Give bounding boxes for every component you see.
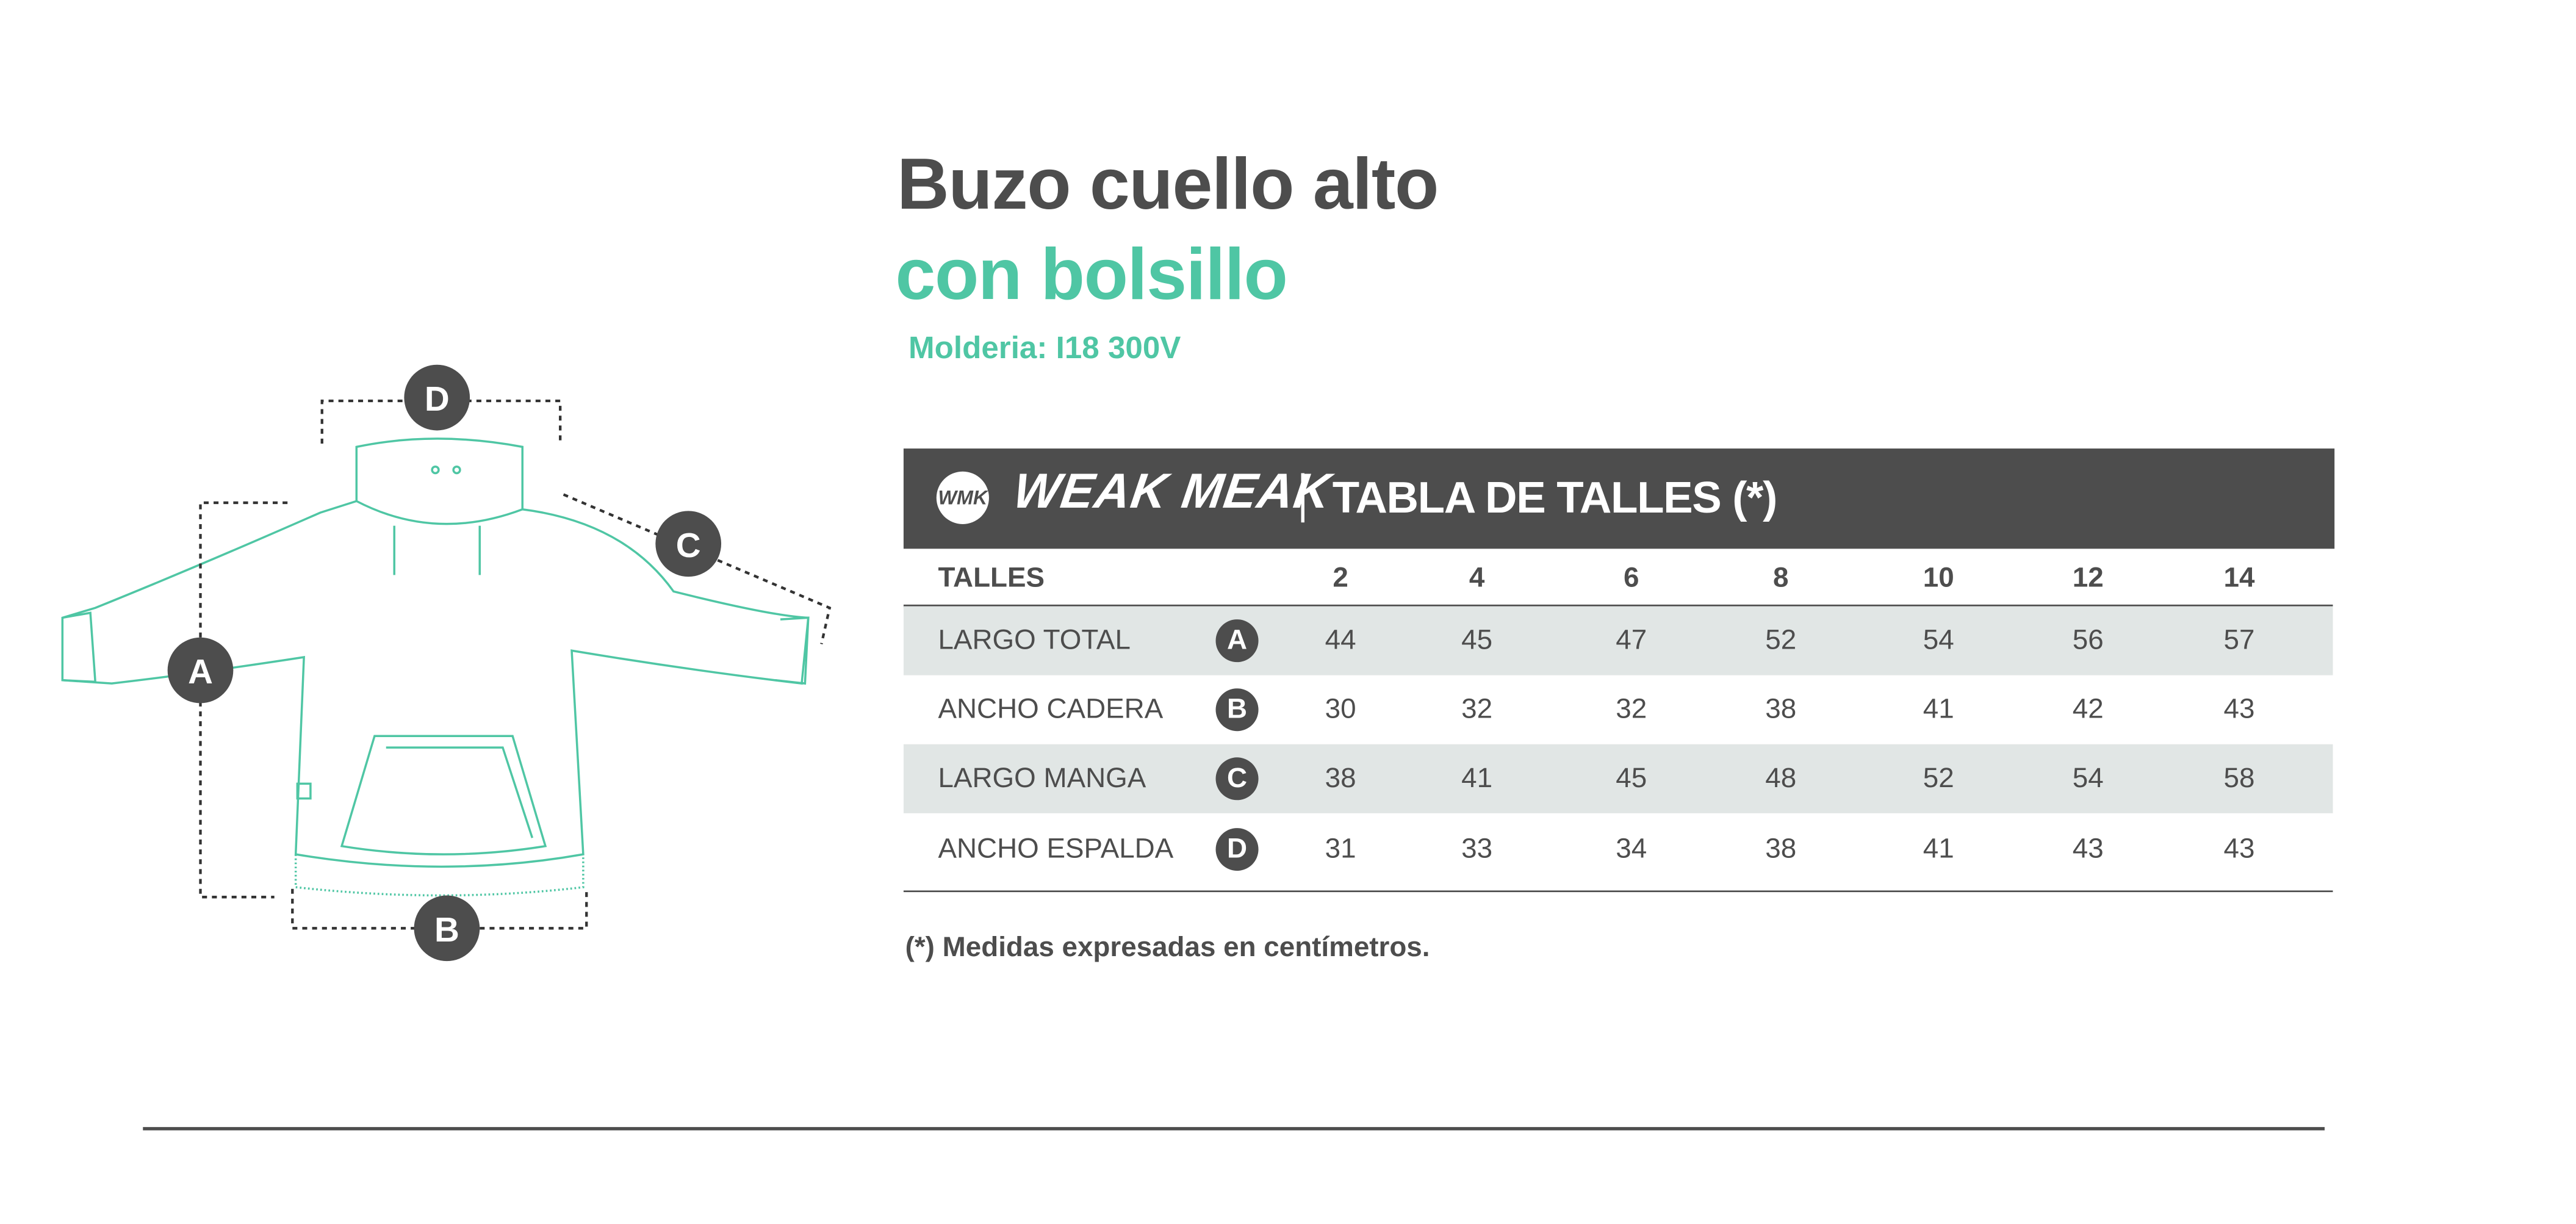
measurement-badge: B [1215,688,1259,732]
size-header: 14 [2223,561,2255,594]
measurement-value: 58 [2223,762,2255,794]
measurement-label: LARGO TOTAL [938,624,1131,656]
measurement-value: 41 [1923,693,1954,725]
measurement-value: 34 [1616,833,1647,865]
diagram-label-d: D [425,380,450,418]
measurement-value: 42 [2072,693,2104,725]
size-header: 6 [1624,561,1639,594]
product-title: Buzo cuello alto [897,144,1439,225]
diagram-label-c: C [676,526,701,564]
measurement-label: ANCHO ESPALDA [938,833,1174,865]
table-title: TABLA DE TALLES (*) [1332,473,1778,523]
measurement-value: 38 [1765,833,1797,865]
measurement-value: 56 [2072,624,2104,656]
hoodie-diagram: D A C B [61,364,832,962]
measurement-value: 57 [2223,624,2255,656]
table-header-bar [903,448,2335,549]
size-header: 8 [1773,561,1789,594]
diagram-label-a: A [188,652,213,691]
measurement-value: 38 [1325,762,1356,794]
table-row: ANCHO ESPALDA D 31 33 34 38 41 43 43 [904,815,2333,891]
bottom-rule [143,1127,2325,1130]
measurement-value: 47 [1616,624,1647,656]
table-row: LARGO TOTAL A 44 45 47 52 54 56 57 [903,606,2333,675]
sizes-label: TALLES [938,561,1045,594]
measurement-value: 41 [1461,762,1493,794]
diagram-label-b: B [434,910,459,949]
measurement-value: 45 [1616,762,1647,794]
measurement-value: 30 [1325,693,1356,725]
measurement-value: 32 [1616,693,1647,725]
measurement-value: 43 [2072,833,2104,865]
size-header: 12 [2072,561,2104,594]
measurement-value: 45 [1461,624,1493,656]
measurement-value: 31 [1325,833,1356,865]
measurement-value: 48 [1765,762,1797,794]
brand-name: WEAK MEAK [1010,465,1334,519]
measurement-value: 44 [1325,624,1356,656]
product-subtitle: con bolsillo [895,235,1287,315]
size-header: 4 [1469,561,1485,594]
measurement-value: 38 [1765,693,1797,725]
measurement-badge: A [1215,619,1259,663]
measurement-value: 54 [2072,762,2104,794]
measurement-value: 52 [1923,762,1954,794]
measurement-label: ANCHO CADERA [938,693,1164,725]
measurement-badge: C [1215,757,1259,801]
measurement-value: 54 [1923,624,1954,656]
footnote: (*) Medidas expresadas en centímetros. [905,931,1430,963]
size-header-row: TALLES 2 4 6 8 10 12 14 [903,549,2333,608]
size-header: 2 [1333,561,1348,594]
measurement-badge: D [1215,828,1259,871]
size-header: 10 [1923,561,1954,594]
measurement-label: LARGO MANGA [938,762,1146,794]
measurement-value: 41 [1923,833,1954,865]
brand-logo: WMK [936,471,989,524]
measurement-value: 43 [2223,833,2255,865]
pattern-code: Molderia: I18 300V [908,331,1181,367]
measurement-value: 43 [2223,693,2255,725]
table-row: LARGO MANGA C 38 41 45 48 52 54 58 [903,744,2333,813]
measurement-value: 33 [1461,833,1493,865]
table-bottom-rule [903,890,2333,893]
table-row: ANCHO CADERA B 30 32 32 38 41 42 43 [904,675,2333,744]
divider [1301,473,1304,523]
measurement-value: 52 [1765,624,1797,656]
measurement-value: 32 [1461,693,1493,725]
